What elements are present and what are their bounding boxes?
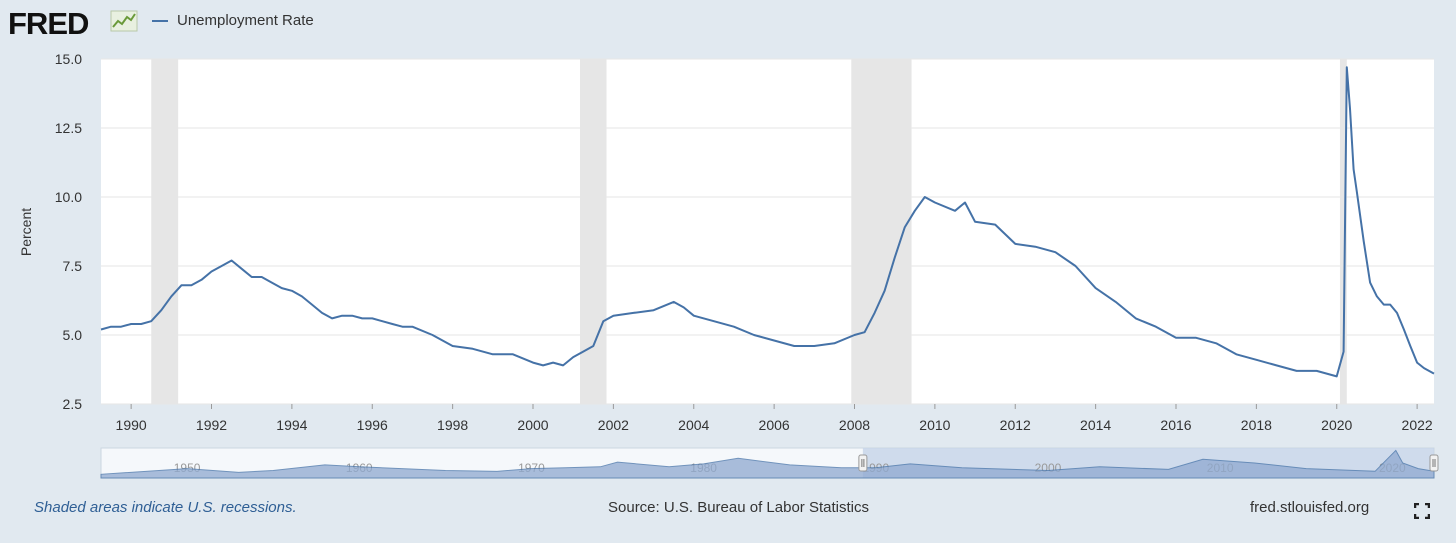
x-tick-label: 2022 bbox=[1402, 417, 1433, 433]
navigator-handle-left[interactable] bbox=[858, 454, 868, 472]
recession-band bbox=[851, 59, 912, 404]
recession-band bbox=[1339, 59, 1347, 404]
x-tick-label: 2012 bbox=[1000, 417, 1031, 433]
plot-area bbox=[101, 59, 1434, 404]
y-tick-label: 2.5 bbox=[63, 396, 83, 412]
navigator-handle-right[interactable] bbox=[1429, 454, 1439, 472]
recession-note: Shaded areas indicate U.S. recessions. bbox=[34, 499, 297, 516]
x-tick-label: 2016 bbox=[1160, 417, 1191, 433]
x-tick-label: 2000 bbox=[517, 417, 548, 433]
y-tick-label: 12.5 bbox=[55, 120, 82, 136]
x-tick-label: 2004 bbox=[678, 417, 709, 433]
fred-logo[interactable]: FRED bbox=[8, 6, 89, 41]
x-tick-label: 2008 bbox=[839, 417, 870, 433]
y-axis-label: Percent bbox=[18, 208, 34, 256]
x-tick-label: 2010 bbox=[919, 417, 950, 433]
x-tick-label: 1998 bbox=[437, 417, 468, 433]
x-tick-label: 1994 bbox=[276, 417, 307, 433]
x-tick-label: 2006 bbox=[759, 417, 790, 433]
x-tick-label: 2014 bbox=[1080, 417, 1111, 433]
legend-swatch bbox=[152, 19, 168, 22]
source-text: Source: U.S. Bureau of Labor Statistics bbox=[608, 499, 869, 516]
x-tick-label: 1996 bbox=[357, 417, 388, 433]
fullscreen-icon[interactable] bbox=[1414, 503, 1430, 519]
y-tick-label: 10.0 bbox=[55, 189, 82, 205]
x-tick-label: 2018 bbox=[1241, 417, 1272, 433]
chart-legend[interactable]: Unemployment Rate bbox=[152, 12, 314, 29]
legend-label: Unemployment Rate bbox=[177, 12, 314, 29]
x-tick-label: 1992 bbox=[196, 417, 227, 433]
y-tick-label: 7.5 bbox=[63, 258, 83, 274]
x-tick-label: 2002 bbox=[598, 417, 629, 433]
y-tick-label: 15.0 bbox=[55, 51, 82, 67]
navigator-series bbox=[100, 449, 1435, 479]
x-tick-label: 1990 bbox=[116, 417, 147, 433]
fred-chart-logo-icon bbox=[110, 10, 138, 32]
series-line bbox=[100, 66, 1435, 378]
x-tick-label: 2020 bbox=[1321, 417, 1352, 433]
site-link[interactable]: fred.stlouisfed.org bbox=[1250, 499, 1370, 516]
recession-band bbox=[151, 59, 179, 404]
y-tick-label: 5.0 bbox=[63, 327, 83, 343]
